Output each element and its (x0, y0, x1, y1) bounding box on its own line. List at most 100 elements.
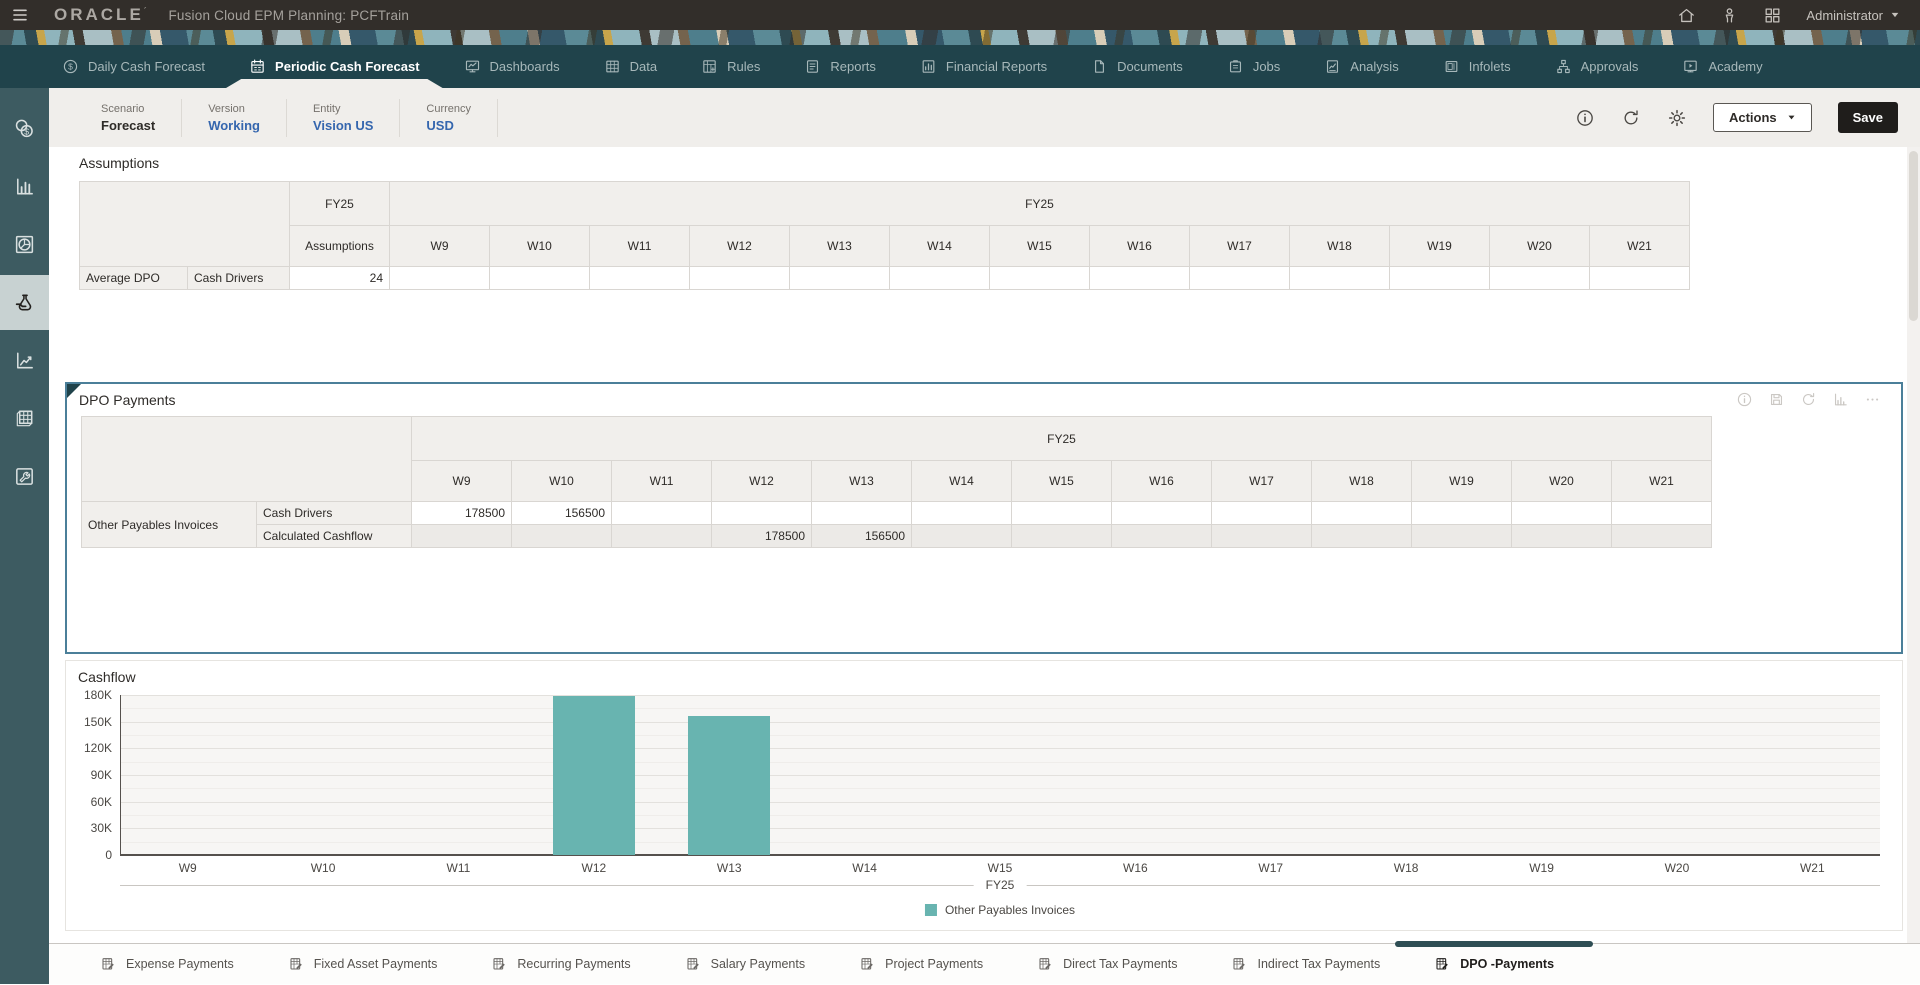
row-member[interactable]: Other Payables Invoices (81, 501, 257, 548)
data-cell-w13[interactable] (811, 501, 912, 525)
nav-tab-jobs[interactable]: Jobs (1227, 45, 1280, 88)
data-cell-w11[interactable] (611, 524, 712, 548)
data-cell-w13[interactable]: 156500 (811, 524, 912, 548)
bottom-tab-project-payments[interactable]: Project Payments (832, 944, 1010, 985)
week-header-w21[interactable]: W21 (1611, 460, 1712, 502)
data-cell-w20[interactable] (1511, 501, 1612, 525)
bottom-tab-direct-tax-payments[interactable]: Direct Tax Payments (1010, 944, 1204, 985)
sidebar-item-bar-chart[interactable] (0, 159, 49, 214)
home-icon[interactable] (1677, 6, 1696, 25)
sidebar-item-tools-wrench[interactable] (0, 449, 49, 504)
nav-tab-documents[interactable]: Documents (1091, 45, 1183, 88)
week-header-w14[interactable]: W14 (889, 225, 990, 267)
data-cell-w21[interactable] (1611, 501, 1712, 525)
bottom-tab-dpo-payments[interactable]: DPO -Payments (1395, 940, 1593, 985)
pov-member-value[interactable]: USD (426, 117, 454, 133)
data-cell-w16[interactable] (1089, 266, 1190, 290)
data-cell-w10[interactable] (511, 524, 612, 548)
pov-version[interactable]: Version Working (182, 98, 287, 137)
data-cell-w9[interactable] (389, 266, 490, 290)
sidebar-item-trend-chart[interactable] (0, 333, 49, 388)
data-cell-w18[interactable] (1311, 501, 1412, 525)
sidebar-item-cash-coins[interactable]: $ (0, 101, 49, 156)
pov-entity[interactable]: Entity Vision US (287, 98, 401, 137)
week-header-w20[interactable]: W20 (1489, 225, 1590, 267)
data-cell-w14[interactable] (911, 501, 1012, 525)
nav-tab-analysis[interactable]: Analysis (1324, 45, 1399, 88)
data-cell-w12[interactable] (689, 266, 790, 290)
week-header-w12[interactable]: W12 (689, 225, 790, 267)
bar-w13[interactable] (688, 715, 771, 855)
week-header-w21[interactable]: W21 (1589, 225, 1690, 267)
week-header-w11[interactable]: W11 (611, 460, 712, 502)
nav-tab-academy[interactable]: Academy (1682, 45, 1763, 88)
week-header-w18[interactable]: W18 (1311, 460, 1412, 502)
week-header-w14[interactable]: W14 (911, 460, 1012, 502)
week-header-w19[interactable]: W19 (1389, 225, 1490, 267)
week-header-w18[interactable]: W18 (1289, 225, 1390, 267)
refresh-icon[interactable] (1621, 108, 1641, 128)
week-header-w10[interactable]: W10 (511, 460, 612, 502)
week-header-w10[interactable]: W10 (489, 225, 590, 267)
bottom-tab-fixed-asset-payments[interactable]: Fixed Asset Payments (261, 944, 465, 985)
data-cell-w16[interactable] (1111, 524, 1212, 548)
bottom-tab-indirect-tax-payments[interactable]: Indirect Tax Payments (1204, 944, 1407, 985)
bottom-tab-salary-payments[interactable]: Salary Payments (658, 944, 832, 985)
refresh-icon[interactable] (1800, 391, 1817, 408)
week-header-w9[interactable]: W9 (389, 225, 490, 267)
week-header-w12[interactable]: W12 (711, 460, 812, 502)
nav-tab-financial-reports[interactable]: Financial Reports (920, 45, 1047, 88)
row-measure[interactable]: Calculated Cashflow (256, 524, 412, 548)
week-header-w15[interactable]: W15 (1011, 460, 1112, 502)
data-cell-w14[interactable] (911, 524, 1012, 548)
data-cell-w15[interactable] (1011, 524, 1112, 548)
row-measure[interactable]: Cash Drivers (256, 501, 412, 525)
navigator-waffle-icon[interactable] (1763, 6, 1782, 25)
dpo-payments-panel[interactable]: DPO Payments FY25 W9 W10 W11 W12 W13 W14 W15 W16… (65, 382, 1903, 654)
save-button[interactable]: Save (1837, 102, 1898, 133)
data-cell-w9[interactable] (411, 524, 512, 548)
nav-tab-approvals[interactable]: Approvals (1555, 45, 1638, 88)
gear-icon[interactable] (1667, 108, 1687, 128)
data-cell-w19[interactable] (1411, 501, 1512, 525)
info-icon[interactable] (1736, 391, 1753, 408)
data-cell-w17[interactable] (1189, 266, 1290, 290)
nav-tab-dashboards[interactable]: Dashboards (464, 45, 560, 88)
week-header-w20[interactable]: W20 (1511, 460, 1612, 502)
week-header-w13[interactable]: W13 (811, 460, 912, 502)
sidebar-item-driver-flask[interactable] (0, 275, 49, 330)
data-cell-w18[interactable] (1289, 266, 1390, 290)
info-icon[interactable] (1575, 108, 1595, 128)
sidebar-item-data-grid[interactable] (0, 391, 49, 446)
data-cell-w19[interactable] (1389, 266, 1490, 290)
pov-member-value[interactable]: Vision US (312, 117, 374, 133)
year-header-span[interactable]: FY25 (389, 181, 1690, 226)
vertical-scrollbar[interactable] (1907, 147, 1920, 943)
data-cell-w16[interactable] (1111, 501, 1212, 525)
sidebar-item-pie-chart[interactable] (0, 217, 49, 272)
actions-button[interactable]: Actions (1712, 103, 1812, 132)
week-header-w16[interactable]: W16 (1111, 460, 1212, 502)
data-cell-w21[interactable] (1611, 524, 1712, 548)
week-header-w19[interactable]: W19 (1411, 460, 1512, 502)
assumption-value-cell[interactable]: 24 (289, 266, 390, 290)
accessibility-person-icon[interactable] (1720, 6, 1739, 25)
week-header-w17[interactable]: W17 (1189, 225, 1290, 267)
data-cell-w11[interactable] (589, 266, 690, 290)
bar-w12[interactable] (552, 696, 635, 855)
data-cell-w12[interactable]: 178500 (711, 524, 812, 548)
data-cell-w20[interactable] (1489, 266, 1590, 290)
row-measure[interactable]: Cash Drivers (187, 266, 290, 290)
year-header-span[interactable]: FY25 (411, 416, 1712, 461)
data-cell-w19[interactable] (1411, 524, 1512, 548)
week-header-w17[interactable]: W17 (1211, 460, 1312, 502)
hamburger-menu-icon[interactable] (10, 7, 30, 23)
nav-tab-periodic-cash-forecast[interactable]: Periodic Cash Forecast (249, 45, 420, 88)
data-cell-w13[interactable] (789, 266, 890, 290)
nav-tab-daily-cash-forecast[interactable]: $ Daily Cash Forecast (62, 45, 205, 88)
data-cell-w10[interactable] (489, 266, 590, 290)
data-cell-w15[interactable] (989, 266, 1090, 290)
nav-tab-infolets[interactable]: Infolets (1443, 45, 1511, 88)
save-icon[interactable] (1768, 391, 1785, 408)
nav-tab-rules[interactable]: Rules (701, 45, 760, 88)
